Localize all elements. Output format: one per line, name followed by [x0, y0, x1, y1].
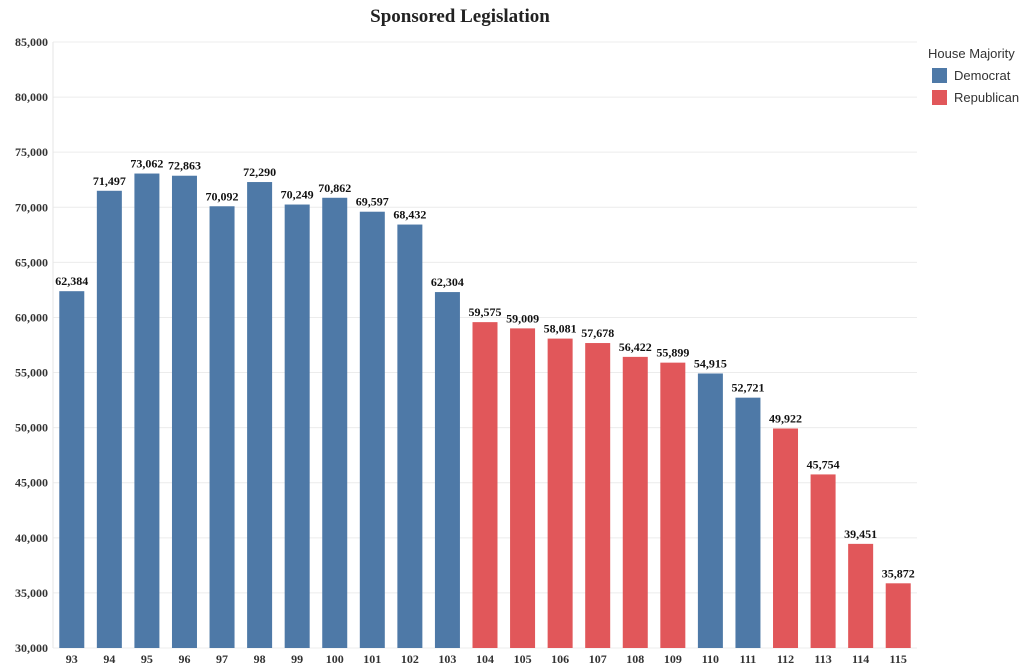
data-label: 39,451: [844, 527, 877, 541]
x-tick-label: 94: [103, 652, 115, 666]
x-tick-label: 103: [438, 652, 456, 666]
data-label: 69,597: [356, 195, 389, 209]
x-tick-label: 109: [664, 652, 682, 666]
legend-label-republican: Republican: [954, 89, 1020, 105]
bar-113[interactable]: [810, 474, 836, 648]
bar-115[interactable]: [885, 583, 911, 648]
y-tick-label: 50,000: [15, 421, 48, 435]
data-label: 35,872: [882, 566, 915, 580]
data-label: 45,754: [807, 457, 840, 471]
y-tick-label: 70,000: [15, 200, 48, 214]
y-tick-label: 60,000: [15, 310, 48, 324]
x-tick-label: 111: [740, 652, 757, 666]
data-label: 55,899: [656, 346, 689, 360]
y-tick-label: 75,000: [15, 145, 48, 159]
bar-96[interactable]: [171, 175, 197, 649]
data-label: 59,575: [469, 305, 502, 319]
data-label: 52,721: [731, 381, 764, 395]
data-label: 57,678: [581, 326, 614, 340]
x-tick-label: 107: [589, 652, 607, 666]
bar-93[interactable]: [59, 291, 85, 648]
x-tick-label: 95: [141, 652, 153, 666]
bar-106[interactable]: [547, 338, 573, 648]
legend-title: House Majority: [928, 46, 1015, 61]
data-label: 62,304: [431, 275, 464, 289]
bar-100[interactable]: [322, 197, 348, 648]
data-label: 62,384: [55, 274, 88, 288]
x-tick-label: 113: [814, 652, 831, 666]
data-label: 54,915: [694, 356, 727, 370]
bar-98[interactable]: [247, 182, 273, 649]
y-tick-label: 45,000: [15, 476, 48, 490]
data-label: 72,863: [168, 159, 201, 173]
x-tick-label: 93: [66, 652, 78, 666]
data-label: 56,422: [619, 340, 652, 354]
bar-112[interactable]: [773, 428, 799, 648]
x-tick-label: 114: [852, 652, 869, 666]
data-label: 59,009: [506, 311, 539, 325]
bar-99[interactable]: [284, 204, 310, 648]
bars: [59, 173, 911, 649]
bar-94[interactable]: [96, 190, 122, 648]
legend: House Majority Democrat Republican: [928, 46, 1019, 108]
y-tick-label: 80,000: [15, 90, 48, 104]
y-axis-ticks: 30,000 35,000 40,000 45,000 50,000 55,000 60,0…: [15, 35, 48, 655]
x-axis-ticks: 93 94 95 96 97 98 99 100 101 102 103 104 105 106 107 10…: [66, 652, 907, 666]
x-tick-label: 101: [363, 652, 381, 666]
data-label: 72,290: [243, 165, 276, 179]
bar-108[interactable]: [622, 356, 648, 648]
bar-110[interactable]: [697, 373, 723, 648]
bar-102[interactable]: [397, 224, 423, 648]
x-tick-label: 108: [626, 652, 644, 666]
x-tick-label: 105: [514, 652, 532, 666]
y-tick-label: 85,000: [15, 35, 48, 49]
bar-105[interactable]: [510, 328, 536, 648]
x-tick-label: 110: [702, 652, 719, 666]
bar-109[interactable]: [660, 362, 686, 648]
x-tick-label: 112: [777, 652, 794, 666]
legend-swatch-democrat: [932, 67, 947, 83]
bar-101[interactable]: [359, 211, 385, 648]
x-tick-label: 104: [476, 652, 494, 666]
bar-114[interactable]: [848, 543, 874, 648]
x-tick-label: 102: [401, 652, 419, 666]
bar-107[interactable]: [585, 343, 611, 648]
x-tick-label: 100: [326, 652, 344, 666]
x-tick-label: 98: [254, 652, 266, 666]
x-tick-label: 97: [216, 652, 228, 666]
data-label: 70,249: [281, 188, 314, 202]
bar-97[interactable]: [209, 206, 235, 649]
y-tick-label: 35,000: [15, 586, 48, 600]
data-label: 70,092: [206, 189, 239, 203]
data-label: 58,081: [544, 322, 577, 336]
y-tick-label: 55,000: [15, 366, 48, 380]
data-label: 70,862: [318, 181, 351, 195]
bar-103[interactable]: [434, 292, 460, 648]
y-tick-label: 30,000: [15, 641, 48, 655]
data-label: 71,497: [93, 174, 126, 188]
data-labels: 62,384 71,497 73,062 72,863 70,092 72,290 70,2…: [55, 157, 914, 581]
legend-item-democrat[interactable]: Democrat: [928, 64, 1019, 86]
chart-title: Sponsored Legislation: [370, 6, 550, 27]
x-tick-label: 96: [178, 652, 190, 666]
bar-95[interactable]: [134, 173, 160, 649]
legend-swatch-republican: [932, 89, 947, 105]
bar-111[interactable]: [735, 397, 761, 648]
y-tick-label: 65,000: [15, 255, 48, 269]
x-tick-label: 99: [291, 652, 303, 666]
bar-104[interactable]: [472, 322, 498, 648]
y-tick-label: 40,000: [15, 531, 48, 545]
legend-item-republican[interactable]: Republican: [928, 86, 1019, 108]
data-label: 49,922: [769, 411, 802, 425]
legend-label-democrat: Democrat: [954, 67, 1011, 83]
data-label: 73,062: [130, 157, 163, 171]
x-tick-label: 115: [890, 652, 907, 666]
x-tick-label: 106: [551, 652, 569, 666]
data-label: 68,432: [393, 208, 426, 222]
